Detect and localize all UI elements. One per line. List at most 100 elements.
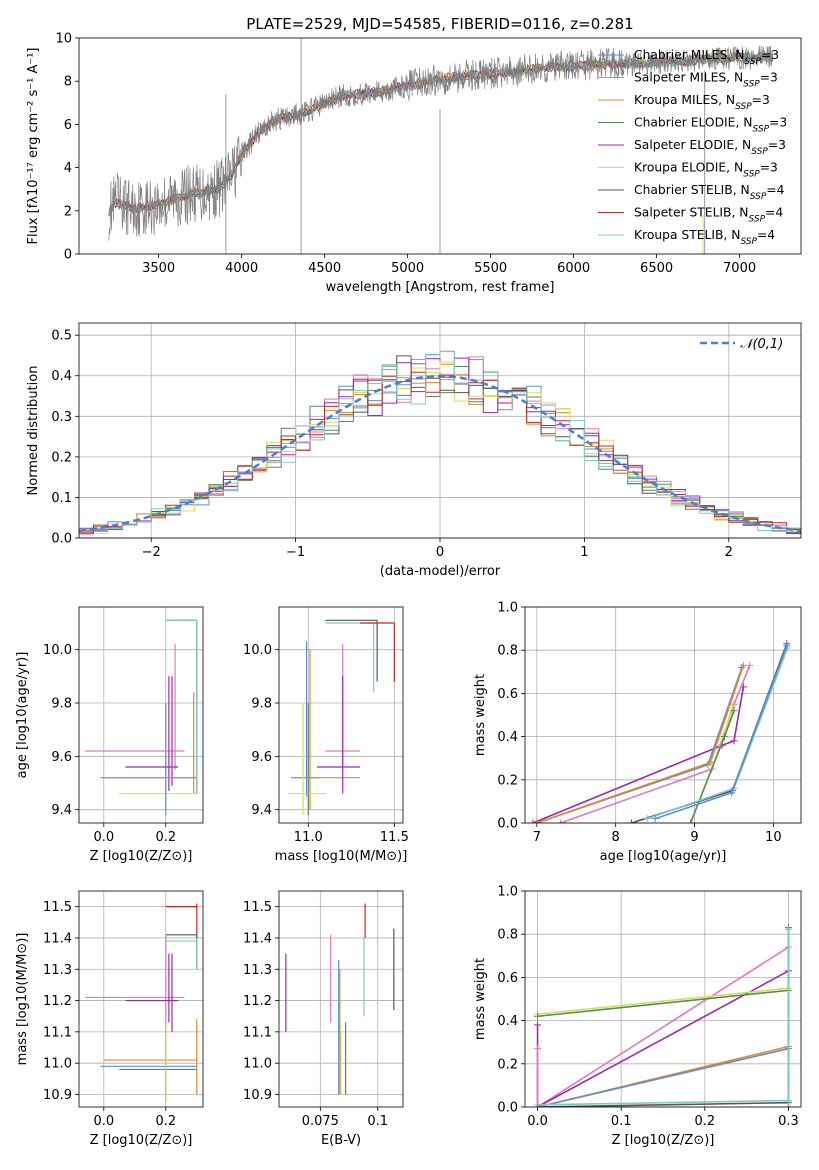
x-tick-label: 6500 (640, 261, 673, 276)
x-tick-label: 0.0 (93, 1114, 114, 1129)
plot-area-age_vs_Z (85, 619, 198, 815)
panel-weight_vs_age: 7 8 9 10 0.0 0.2 0.4 0.6 0.8 1.0 age [log10(age/yr… (473, 601, 802, 864)
weight-age-marker (730, 707, 738, 715)
y-tick-label: 9.4 (251, 803, 272, 818)
weight-age-marker (643, 815, 651, 823)
axes-frame (78, 890, 204, 1108)
y-tick-label: 0.2 (497, 773, 518, 788)
x-tick-label: 5000 (391, 261, 424, 276)
weight-Z-marker (534, 1021, 542, 1029)
weight-age-marker (651, 815, 659, 823)
y-tick-label: 11.1 (243, 1025, 272, 1040)
x-tick-label: 9 (690, 830, 698, 845)
axes-frame (278, 890, 404, 1108)
x-tick-label: 0.2 (155, 830, 176, 845)
y-axis-label: Normed distribution (26, 366, 41, 496)
x-tick-label: 3500 (142, 261, 175, 276)
y-tick-label: 11.5 (43, 900, 72, 915)
y-axis-label: mass weight (473, 958, 488, 1040)
y-axis-label: mass [log10(M/M⊙)] (15, 933, 30, 1066)
axes-frame (524, 606, 802, 824)
weight-age-marker (728, 789, 736, 797)
y-tick-label: 11.5 (243, 900, 272, 915)
y-tick-label: 11.2 (243, 994, 272, 1009)
y-tick-label: 10.9 (43, 1088, 72, 1103)
x-tick-label: 4500 (308, 261, 341, 276)
y-tick-label: 0.4 (497, 1014, 518, 1029)
plot-area-weight_vs_Z (534, 924, 792, 1107)
plot-area-mass_vs_Z (85, 903, 198, 1101)
legend-label: Chabrier ELODIE, NSSP=3 (634, 116, 787, 135)
panel-age_vs_Z: 0.0 0.2 9.4 9.6 9.8 10.0 Z [log10(Z/Z⊙)] age [l… (15, 606, 204, 864)
weight-age-marker (706, 759, 714, 767)
y-tick-label: 11.2 (43, 994, 72, 1009)
panel-weight_vs_Z: 0.0 0.1 0.2 0.3 0.0 0.2 0.4 0.6 0.8 1.0 Z [log10(Z… (473, 885, 802, 1148)
legend-label: Salpeter ELODIE, NSSP=3 (634, 138, 786, 157)
x-tick-label: 0.1 (611, 1114, 632, 1129)
y-tick-label: 0.2 (497, 1057, 518, 1072)
panel-mass_vs_Z: 0.0 0.2 10.9 11.0 11.1 11.2 11.3 11.4 11.5 Z [log… (15, 890, 204, 1148)
x-tick-label: 5500 (474, 261, 507, 276)
y-axis-label: age [log10(age/yr)] (15, 652, 30, 779)
x-tick-label: 0.2 (694, 1114, 715, 1129)
plot-area-residuals (79, 350, 801, 538)
panel-spectrum: 3500 4000 4500 5000 5500 6000 6500 7000 0 2 4 6 8 10 w… (26, 32, 802, 295)
y-tick-label: 0.6 (497, 971, 518, 986)
weight-age-marker (721, 733, 729, 741)
y-tick-label: 0.0 (51, 532, 72, 547)
x-tick-label: 0 (436, 545, 444, 560)
weight-age-line (631, 643, 788, 823)
y-tick-label: 11.3 (243, 963, 272, 978)
x-tick-label: 1 (580, 545, 588, 560)
x-tick-label: 8 (612, 830, 620, 845)
x-tick-label: 0.075 (302, 1114, 339, 1129)
weight-age-marker (556, 819, 564, 823)
y-tick-label: 0.2 (51, 450, 72, 465)
y-tick-label: 0.8 (497, 644, 518, 659)
y-tick-label: 11.3 (43, 963, 72, 978)
weight-Z-line (537, 970, 789, 1107)
y-tick-label: 9.6 (51, 750, 72, 765)
x-tick-label: 0.0 (93, 830, 114, 845)
x-tick-label: 7 (533, 830, 541, 845)
y-tick-label: 4 (64, 161, 72, 176)
weight-Z-marker (784, 1103, 792, 1107)
x-tick-label: 0.3 (778, 1114, 799, 1129)
x-tick-label: 2 (725, 545, 733, 560)
weight-age-marker (746, 661, 754, 669)
axes-frame (78, 37, 802, 255)
y-tick-label: 9.8 (51, 697, 72, 712)
y-tick-label: 10 (55, 32, 72, 47)
residual-histogram (79, 351, 801, 538)
weight-Z-marker (534, 1103, 542, 1107)
x-tick-label: 10 (765, 830, 782, 845)
y-tick-label: 0.0 (497, 1101, 518, 1116)
grid-mass_vs_Z (79, 891, 203, 1107)
y-tick-label: 9.6 (251, 750, 272, 765)
x-axis-label: Z [log10(Z/Z⊙)] (612, 1133, 715, 1148)
y-tick-label: 11.0 (243, 1057, 272, 1072)
weight-age-line (532, 686, 745, 823)
weight-Z-line (537, 989, 789, 1018)
x-axis-label: Z [log10(Z/Z⊙)] (90, 1133, 193, 1148)
weight-age-marker (529, 819, 537, 823)
weight-Z-line (537, 1099, 789, 1106)
x-tick-label: 0.0 (527, 1114, 548, 1129)
y-tick-label: 2 (64, 204, 72, 219)
y-tick-label: 1.0 (497, 601, 518, 616)
weight-age-marker (739, 661, 747, 669)
grid-weight_vs_Z (525, 890, 801, 1108)
plot-area-age_vs_mass (287, 619, 395, 815)
x-axis-label: mass [log10(M/M⊙)] (275, 849, 408, 864)
y-tick-label: 10.0 (43, 643, 72, 658)
y-tick-label: 11.0 (43, 1057, 72, 1072)
observed-spectrum-line (108, 45, 773, 241)
weight-age-marker (533, 819, 541, 823)
plot-area-mass_vs_EBV (285, 903, 395, 1095)
legend-label: Chabrier STELIB, NSSP=4 (634, 183, 785, 202)
panel-residuals: −2 −1 0 1 2 0.0 0.1 0.2 0.3 0.4 0.5 (data-model)/er… (26, 322, 802, 579)
weight-Z-line (537, 987, 789, 1015)
y-axis-label: mass weight (473, 674, 488, 756)
plot-area-weight_vs_age (529, 640, 792, 823)
